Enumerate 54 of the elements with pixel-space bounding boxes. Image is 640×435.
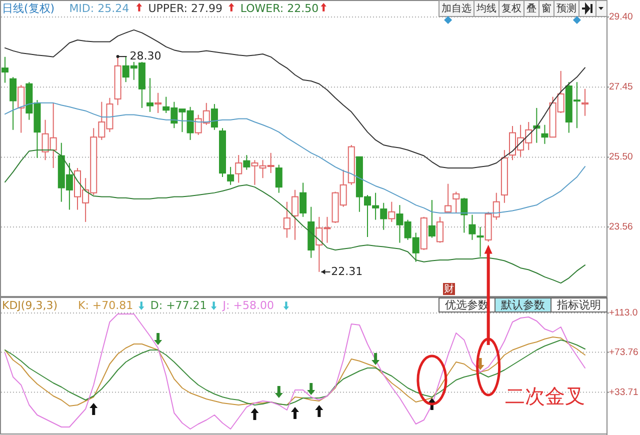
text: LOWER: 22.50 (240, 2, 319, 15)
candlestick (10, 76, 17, 130)
line-series (4, 29, 586, 169)
y-tick-label: 29.40 (609, 12, 633, 23)
candlestick (2, 56, 8, 84)
text: D: +77.21 (150, 299, 207, 312)
annotation: 指标说明 (556, 298, 601, 312)
candlestick (300, 182, 307, 218)
candlestick (460, 197, 468, 234)
candlestick (235, 154, 242, 184)
candlestick (388, 201, 396, 222)
candlestick (444, 183, 452, 212)
text: 叠 (526, 4, 536, 15)
y-tick-label: +113.0 (609, 308, 638, 319)
candlestick (146, 78, 154, 112)
text: MID: 25.24 (69, 2, 130, 15)
annotation: 22.31 (331, 264, 363, 278)
candlestick (380, 202, 388, 230)
chart-title: KDJ(9,3,3) (2, 299, 58, 312)
candlestick (210, 104, 218, 130)
text: 窗 (542, 2, 552, 15)
candlestick (428, 200, 436, 238)
text: 加自选 (442, 2, 472, 15)
text: 预测 (556, 2, 576, 15)
candlestick (283, 201, 290, 238)
y-tick-label: +33.71 (609, 386, 638, 398)
candlestick (476, 226, 484, 258)
text: 均线 (476, 2, 496, 15)
text: J: +58.00 (222, 299, 274, 312)
text: 复权 (502, 2, 522, 15)
candlestick (243, 154, 250, 170)
candlestick (154, 92, 162, 114)
candlestick (227, 166, 234, 186)
candlestick (582, 88, 588, 116)
candlestick (452, 191, 460, 214)
y-tick-label: 23.56 (609, 221, 633, 232)
candlestick (372, 192, 380, 220)
annotation: 默认参数 (500, 298, 545, 312)
annotation: 二次金叉 (505, 384, 585, 408)
y-tick-label: 27.45 (609, 82, 633, 93)
annotation: 财 (444, 283, 454, 296)
y-tick-label: +73.76 (609, 346, 638, 358)
chart-title: 日线(复权) (2, 2, 55, 15)
candlestick (18, 84, 25, 134)
annotation: 28.30 (130, 50, 162, 63)
candlestick (436, 216, 444, 244)
candlestick (541, 124, 548, 144)
text: K: +70.81 (78, 299, 134, 312)
y-tick-label: 25.50 (609, 152, 633, 163)
series-label: UPPER: 27.99 (148, 2, 222, 15)
candlestick (275, 164, 282, 194)
candlestick (292, 189, 298, 240)
candlestick (468, 214, 476, 240)
line-series (4, 314, 586, 430)
